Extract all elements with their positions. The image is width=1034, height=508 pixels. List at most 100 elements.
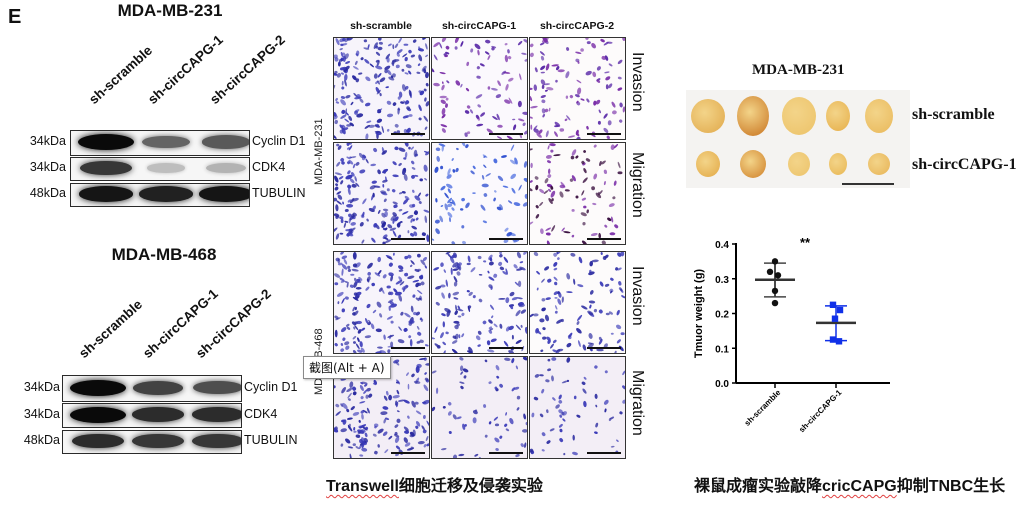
blot-band [146, 163, 186, 173]
xenograft-caption: 裸鼠成瘤实验敲降cricCAPG抑制TNBC生长 [694, 472, 1005, 496]
tumor [865, 99, 893, 133]
tumor [826, 101, 850, 131]
blot-band [192, 433, 241, 449]
scale-bar [391, 238, 425, 240]
data-point [766, 268, 774, 275]
wb-title-231: MDA-MB-231 [117, 1, 223, 20]
xenograft-title: MDA-MB-231 [752, 62, 845, 78]
transwell-image [431, 142, 528, 245]
blot-band [198, 186, 249, 202]
y-tick-label: 0.4 [715, 240, 729, 251]
data-point [829, 336, 837, 343]
y-tick-label: 0.3 [715, 275, 729, 286]
protein-label: CDK4 [252, 160, 286, 174]
y-tick-label: 0.2 [715, 310, 729, 321]
data-point [774, 272, 782, 279]
blot-band [191, 407, 241, 422]
blot-band [70, 379, 126, 396]
transwell-image [333, 142, 430, 245]
stained-cells [530, 143, 623, 244]
kda-label: 34kDa [23, 406, 60, 421]
scale-bar [489, 452, 523, 454]
wb-title-468: MDA-MB-468 [111, 245, 217, 264]
stained-cells [432, 143, 527, 244]
scale-bar [842, 183, 894, 185]
protein-label: Cyclin D1 [252, 134, 306, 148]
protein-label: Cyclin D1 [244, 379, 298, 394]
blot-band [201, 135, 249, 149]
kda-label: 48kDa [29, 186, 66, 200]
scale-bar [489, 347, 523, 349]
row-label-migration: Migration [629, 370, 646, 436]
stained-cells [334, 252, 429, 353]
transwell-image [431, 356, 528, 459]
transwell-image [431, 251, 528, 354]
data-point [771, 299, 779, 307]
lane-label: sh-scramble [85, 42, 156, 107]
stained-cells [530, 252, 625, 353]
transwell-image [431, 37, 528, 140]
y-tick-label: 0.1 [715, 344, 729, 355]
caption-post: 抑制TNBC生长 [896, 478, 1006, 495]
blot-band [70, 406, 126, 423]
transwell-image [529, 37, 626, 140]
scale-bar [489, 133, 523, 135]
blot-strip [62, 430, 242, 454]
kda-label: 34kDa [29, 134, 66, 148]
tumor [740, 150, 766, 178]
blot-band [193, 380, 241, 395]
data-point [836, 306, 844, 314]
data-point [831, 315, 839, 322]
row-label-invasion: Invasion [629, 266, 646, 326]
tumor [829, 153, 847, 175]
tumor [868, 153, 890, 175]
scale-bar [587, 238, 621, 240]
column-header: sh-circCAPG-1 [441, 20, 517, 32]
blot-band [80, 160, 132, 176]
transwell-caption: Transwell细胞迁移及侵袭实验 [326, 472, 543, 496]
blot-band [78, 134, 134, 150]
tumor [696, 151, 720, 177]
transwell-image [529, 251, 626, 354]
blot-band [206, 163, 246, 173]
tumor [691, 99, 725, 133]
transwell-image [529, 356, 626, 459]
kda-label: 34kDa [23, 379, 60, 394]
caption-underlined: cricCAPG [822, 478, 897, 495]
column-header: sh-scramble [350, 20, 412, 32]
tumor-label-circ: sh-circCAPG-1 [912, 156, 1017, 173]
scale-bar [587, 133, 621, 135]
protein-label: TUBULIN [244, 433, 298, 447]
data-point [829, 301, 837, 309]
panel-letter: E [8, 6, 22, 28]
lane-label: sh-scramble [75, 296, 146, 361]
stained-cells [530, 38, 625, 139]
row-label-invasion: Invasion [629, 52, 646, 112]
tumor [737, 96, 769, 136]
protein-label: CDK4 [244, 406, 278, 421]
tumor-weight-chart: 0.0 0.1 0.2 0.3 0.4 Tmuor weight (g) ** sh-scra… [693, 235, 890, 434]
tumor [782, 97, 816, 135]
column-header: sh-circCAPG-2 [539, 20, 615, 32]
blot-band [132, 433, 184, 449]
blot-band [71, 433, 125, 449]
transwell-image [529, 142, 626, 245]
data-point [771, 258, 779, 265]
scale-bar [391, 452, 425, 454]
tumor [788, 152, 810, 176]
row-label-migration: Migration [629, 152, 646, 218]
stained-cells [432, 38, 527, 139]
stained-cells [530, 357, 625, 456]
blot-strip [70, 157, 250, 181]
scale-bar [391, 347, 425, 349]
scale-bar [587, 452, 621, 454]
stained-cells [432, 252, 527, 353]
y-tick-label: 0.0 [715, 379, 729, 390]
data-point [835, 338, 843, 345]
blot-band [131, 407, 185, 422]
data-point [771, 287, 779, 295]
y-axis-label: Tmuor weight (g) [693, 269, 705, 359]
protein-label: TUBULIN [252, 186, 306, 200]
transwell-image [333, 251, 430, 354]
blot-band [139, 186, 193, 202]
